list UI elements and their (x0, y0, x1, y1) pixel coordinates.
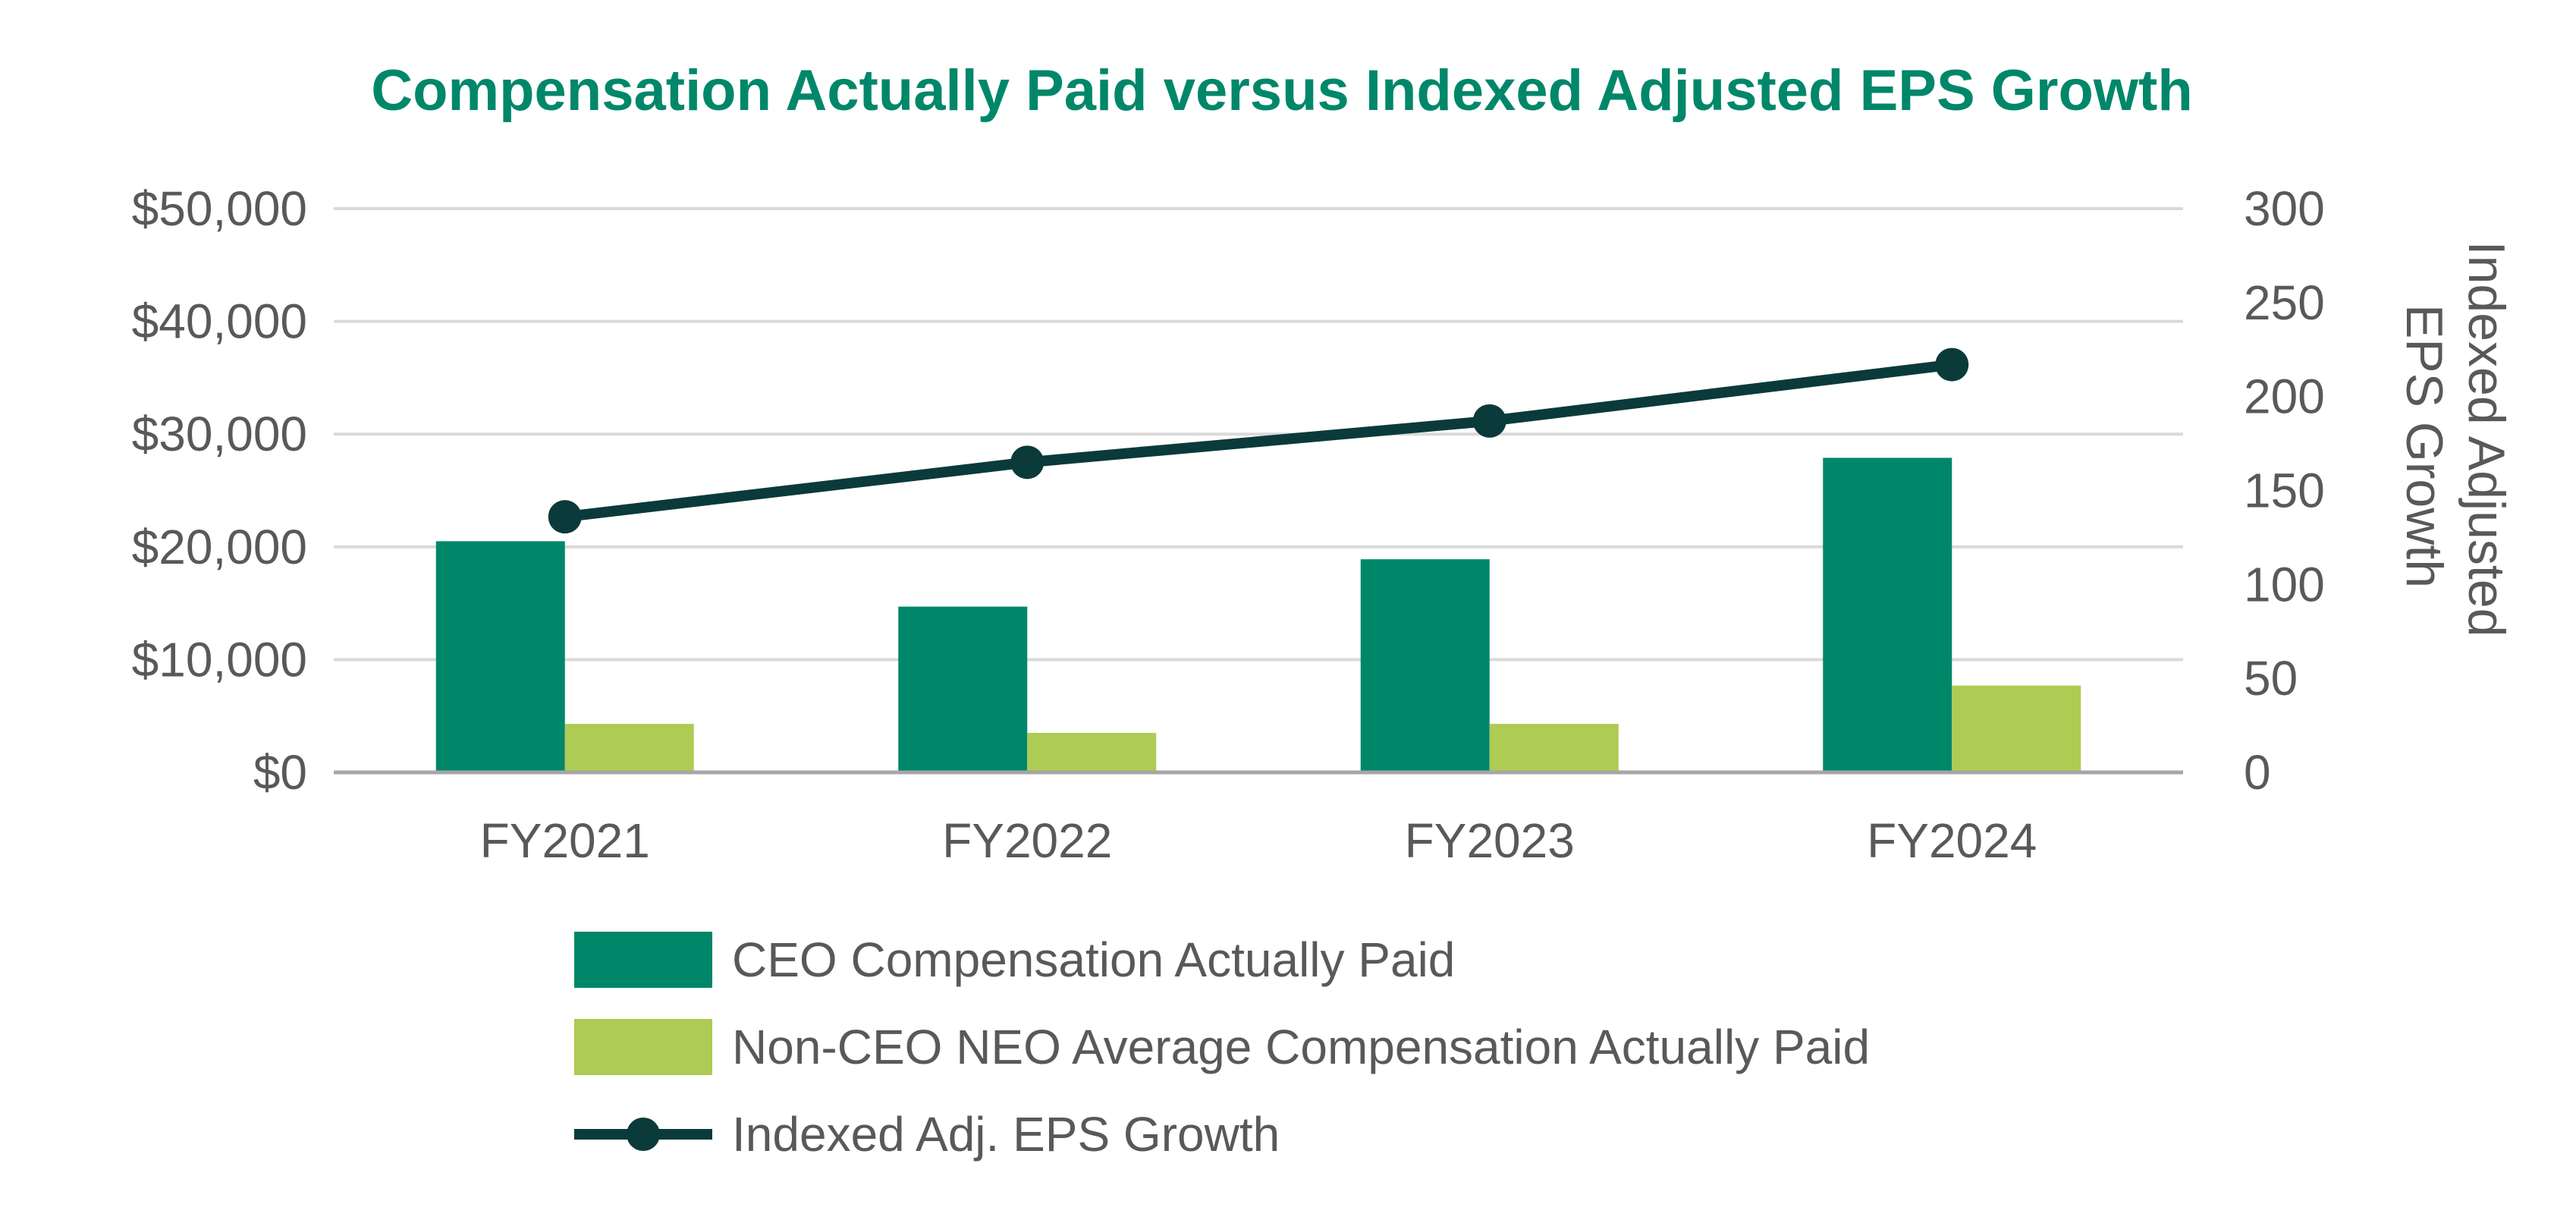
x-axis-tick-label: FY2022 (942, 813, 1112, 868)
left-axis-tick-label: $20,000 (132, 520, 307, 574)
chart-title: Compensation Actually Paid versus Indexe… (371, 58, 2193, 123)
legend-eps-marker (627, 1118, 660, 1151)
legend-ceo-swatch (574, 932, 712, 988)
right-axis-tick-label: 150 (2244, 464, 2325, 518)
eps-growth-line-series (548, 347, 1969, 534)
right-axis-title: Indexed Adjusted EPS Growth (2395, 241, 2515, 652)
right-axis-tick-label: 250 (2244, 275, 2325, 330)
legend: CEO Compensation Actually Paid Non-CEO NE… (574, 932, 1870, 1162)
non-ceo-neo-compensation-bar (1027, 732, 1157, 772)
non-ceo-neo-compensation-bar (564, 724, 694, 772)
legend-label: CEO Compensation Actually Paid (732, 932, 1455, 987)
x-axis-tick-label: FY2021 (480, 813, 650, 868)
right-axis-title-line-1: Indexed Adjusted (2458, 241, 2515, 637)
bars (435, 458, 2081, 772)
eps-growth-point (1010, 445, 1045, 480)
legend-label: Indexed Adj. EPS Growth (732, 1107, 1280, 1162)
ceo-compensation-bar (1823, 458, 1952, 772)
ceo-compensation-bar (435, 541, 565, 772)
ceo-compensation-bar (1360, 559, 1490, 772)
axes: $0 $10,000 $20,000 $30,000 $40,000 $50,000 0 50… (132, 181, 2325, 868)
legend-label: Non-CEO NEO Average Compensation Actuall… (732, 1020, 1870, 1074)
right-axis-tick-label: 0 (2244, 745, 2271, 800)
right-axis-title-line-2: EPS Growth (2395, 304, 2453, 588)
left-axis-tick-label: $30,000 (132, 407, 307, 461)
left-axis-tick-label: $0 (253, 745, 307, 800)
left-axis-tick-label: $40,000 (132, 294, 307, 349)
non-ceo-neo-compensation-bar (1489, 724, 1619, 772)
eps-growth-point (1935, 347, 1969, 382)
right-axis-tick-label: 300 (2244, 181, 2325, 236)
x-axis-tick-label: FY2023 (1405, 813, 1575, 868)
right-axis-tick-label: 100 (2244, 557, 2325, 612)
eps-growth-line (564, 359, 1953, 523)
right-axis-tick-label: 50 (2244, 651, 2298, 706)
eps-growth-point (548, 500, 582, 534)
ceo-compensation-bar (898, 606, 1028, 772)
non-ceo-neo-compensation-bar (1952, 685, 2081, 772)
left-axis-tick-label: $50,000 (132, 181, 307, 236)
left-axis-tick-label: $10,000 (132, 632, 307, 687)
right-axis-tick-label: 200 (2244, 369, 2325, 424)
legend-non-ceo-swatch (574, 1019, 712, 1075)
eps-growth-point (1472, 404, 1506, 438)
x-axis-tick-label: FY2024 (1867, 813, 2037, 868)
